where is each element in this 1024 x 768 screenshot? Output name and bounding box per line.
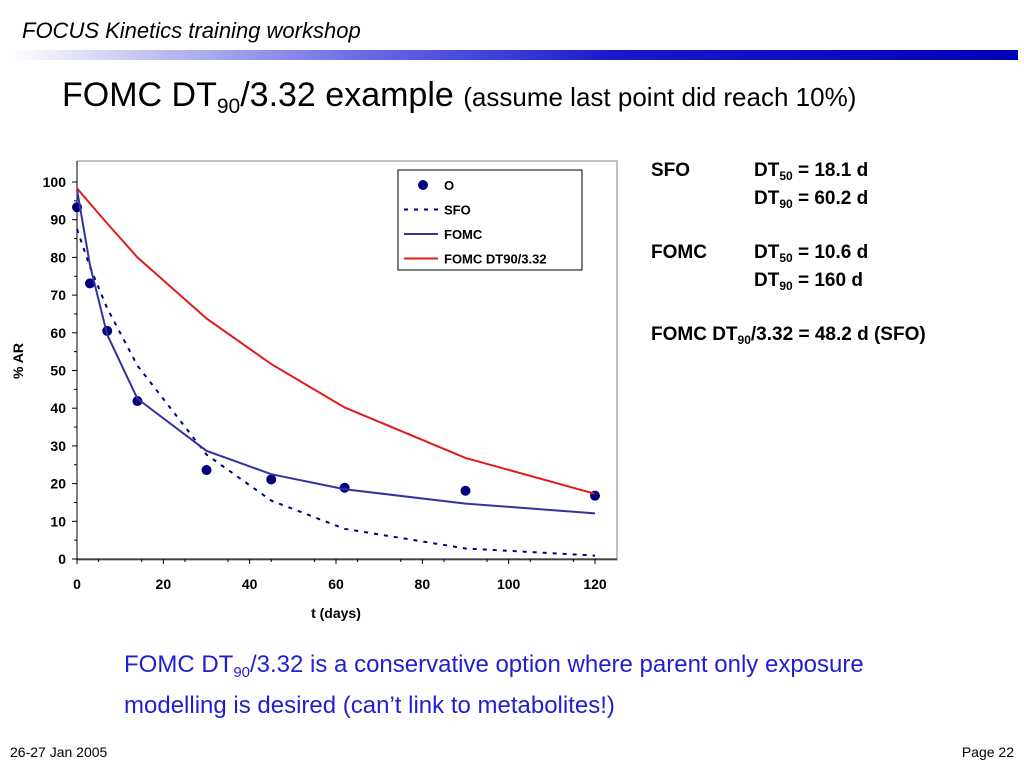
conclusion-prefix: FOMC DT (124, 651, 234, 678)
sfo-dt90-subscript: 90 (779, 197, 793, 211)
y-tick-label: 40 (50, 400, 66, 416)
footer-date: 26-27 Jan 2005 (10, 744, 108, 760)
data-point-observed (84, 278, 95, 289)
x-tick-label: 120 (583, 576, 607, 592)
x-tick-label: 40 (242, 576, 258, 592)
fomc-dt50-subscript: 50 (779, 251, 793, 265)
data-point-observed (132, 396, 143, 407)
y-tick-label: 0 (58, 551, 66, 567)
x-tick-label: 100 (497, 576, 521, 592)
conclusion-rest: /3.32 is a conservative option where par… (124, 651, 864, 719)
sfo-dt50-prefix: DT (754, 160, 780, 181)
x-tick-label: 20 (156, 576, 172, 592)
legend-marker-observed (418, 180, 428, 190)
series-line-fomc (76, 189, 596, 515)
y-axis-label: % AR (10, 343, 26, 379)
y-tick-label: 60 (50, 325, 66, 341)
fomc-dt50-prefix: DT (754, 242, 780, 263)
chart-axes: 0 10 20 30 40 50 60 70 80 90 100 0 20 40 60 80 100 120 (43, 161, 617, 592)
fomc-dt90-value: = 160 d (792, 270, 863, 291)
slide-title-rest: /3.32 example (240, 76, 454, 114)
x-tick-label: 60 (328, 576, 344, 592)
x-tick-label: 0 (73, 576, 81, 592)
sfo-dt50-value: = 18.1 d (792, 160, 869, 181)
decline-chart: 0 10 20 30 40 50 60 70 80 90 100 0 20 40 60 80 100 120 OS… (10, 160, 618, 621)
sfo-dt50: DT50 = 18.1 d (754, 160, 868, 183)
data-point-observed (460, 485, 471, 496)
data-point-observed (201, 465, 212, 476)
slide-title-subscript: 90 (216, 95, 241, 118)
x-axis-label: t (days) (311, 605, 361, 621)
y-tick-label: 100 (43, 174, 67, 190)
sfo-dt50-subscript: 50 (779, 169, 793, 183)
sfo-dt90-value: = 60.2 d (792, 188, 869, 209)
conclusion-subscript: 90 (233, 664, 250, 681)
slide-title-main: FOMC DT (62, 76, 217, 114)
y-tick-label: 70 (50, 287, 66, 303)
conclusion-text: FOMC DT90/3.32 is a conservative option … (124, 648, 904, 722)
header-gradient-bar (10, 50, 1018, 60)
fomc-dt90-subscript: 90 (779, 279, 793, 293)
legend-label: FOMC (444, 227, 483, 242)
y-tick-label: 20 (50, 476, 66, 492)
chart-series (72, 187, 600, 557)
y-tick-label: 50 (50, 363, 66, 379)
fomc-label: FOMC (651, 242, 707, 263)
legend-label: O (444, 178, 454, 193)
workshop-title: FOCUS Kinetics training workshop (22, 18, 361, 43)
sfo-dt90: DT90 = 60.2 d (754, 188, 868, 211)
fomc-dt90-prefix: DT (754, 270, 780, 291)
y-tick-label: 90 (50, 212, 66, 228)
legend-label: FOMC DT90/3.32 (444, 252, 547, 267)
x-tick-label: 80 (415, 576, 431, 592)
footer-page-number: Page 22 (961, 744, 1014, 760)
y-tick-label: 10 (50, 513, 66, 529)
data-point-observed (266, 474, 277, 485)
sfo-label: SFO (651, 160, 691, 181)
legend-box (397, 169, 583, 271)
fomc-dt90-scaled-value: /3.32 = 48.2 d (SFO) (750, 324, 926, 345)
legend-label: SFO (444, 203, 471, 218)
y-tick-label: 80 (50, 249, 66, 265)
y-tick-label: 30 (50, 438, 66, 454)
fomc-dt90: DT90 = 160 d (754, 270, 863, 293)
slide-title-note: (assume last point did reach 10%) (463, 82, 857, 112)
sfo-dt90-prefix: DT (754, 188, 780, 209)
fomc-dt50-value: = 10.6 d (792, 242, 869, 263)
chart-legend: O SFO FOMC FOMC DT90/3.32 (397, 169, 583, 271)
fomc-dt50: DT50 = 10.6 d (754, 242, 868, 265)
series-line-fomc-dt90-3-32 (76, 187, 596, 495)
fomc-dt90-scaled: FOMC DT90/3.32 = 48.2 d (SFO) (651, 324, 926, 347)
series-line-sfo (76, 228, 596, 557)
fomc-dt90-scaled-subscript: 90 (737, 333, 751, 347)
fomc-dt90-scaled-prefix: FOMC DT (651, 324, 738, 345)
slide-title: FOMC DT90/3.32 example (assume last poin… (62, 76, 856, 119)
